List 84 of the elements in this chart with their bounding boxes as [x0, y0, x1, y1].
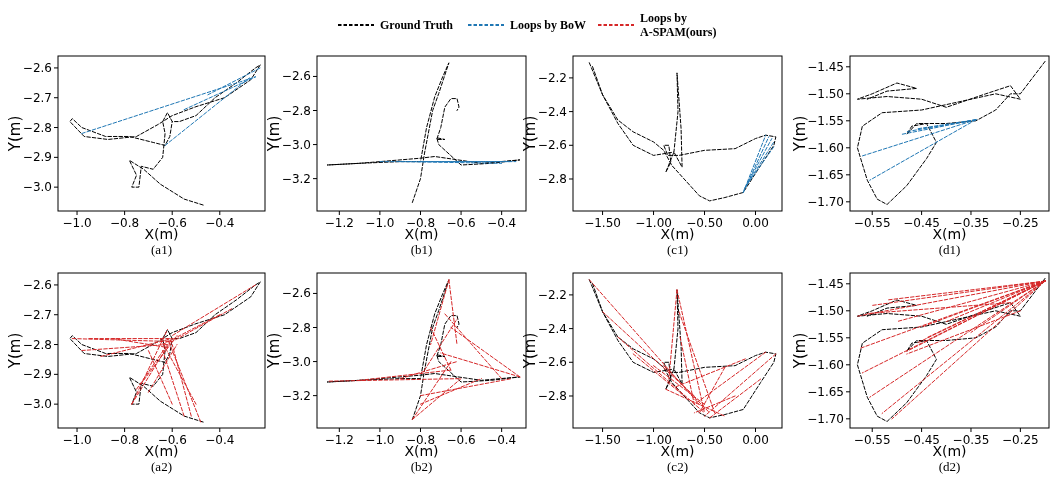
y-tick-label: −2.7	[22, 90, 52, 105]
y-axis-title: Y(m)	[265, 332, 283, 370]
x-tick-label: −0.4	[205, 433, 235, 447]
text: (d1)	[938, 242, 961, 257]
text: (b2)	[410, 459, 433, 474]
y-axis-title: Y(m)	[6, 115, 24, 153]
text: (a2)	[151, 459, 172, 474]
x-tick-label: −1.50	[584, 216, 621, 230]
x-tick-label: −0.6	[446, 216, 476, 230]
y-tick-label: −1.70	[807, 194, 844, 209]
x-tick-label: −0.4	[205, 216, 235, 230]
text: (c2)	[667, 459, 688, 474]
y-tick-label: −1.65	[807, 167, 844, 182]
y-tick-label: −1.70	[807, 411, 844, 426]
x-tick-label: 0.00	[742, 433, 769, 447]
y-tick-label: −3.0	[281, 137, 311, 152]
y-tick-label: −1.45	[807, 59, 844, 74]
y-tick-label: −2.4	[537, 321, 567, 336]
x-tick-label: −1.2	[324, 433, 354, 447]
y-tick-label: −2.8	[537, 388, 567, 403]
y-axis-title: Y(m)	[521, 332, 539, 370]
line-series	[326, 62, 521, 203]
y-axis-title: Y(m)	[265, 115, 283, 153]
x-tick-label: −1.0	[365, 216, 395, 230]
x-tick-label: −0.6	[446, 433, 476, 447]
x-tick-label: 0.00	[742, 216, 769, 230]
y-tick-label: −2.4	[537, 104, 567, 119]
y-tick-label: −2.9	[22, 367, 52, 382]
y-tick-label: −2.6	[22, 60, 52, 75]
text: (a1)	[151, 242, 172, 257]
legend-label: Ground Truth	[380, 18, 454, 32]
y-tick-label: −1.55	[807, 330, 844, 345]
y-tick-label: −2.6	[537, 138, 567, 153]
y-tick-label: −1.50	[807, 86, 844, 101]
y-tick-label: −2.6	[281, 286, 311, 301]
x-tick-label: −0.8	[110, 433, 140, 447]
y-tick-label: −2.8	[281, 320, 311, 335]
line-series	[856, 60, 1046, 206]
y-axis-title: Y(m)	[791, 332, 809, 370]
y-tick-label: −2.9	[22, 150, 52, 165]
y-tick-label: −2.8	[281, 103, 311, 118]
y-axis-title: Y(m)	[791, 115, 809, 153]
x-tick-label: −1.0	[62, 433, 92, 447]
y-tick-label: −2.6	[281, 69, 311, 84]
y-tick-label: −1.55	[807, 113, 844, 128]
x-tick-label: −0.55	[853, 433, 891, 447]
x-tick-label: −1.50	[584, 433, 621, 447]
text: (d2)	[938, 459, 961, 474]
y-tick-label: −3.2	[281, 388, 311, 403]
y-tick-label: −3.2	[281, 171, 311, 186]
x-tick-label: −0.25	[1001, 433, 1039, 447]
y-axis-title: Y(m)	[521, 115, 539, 153]
x-tick-label: −0.55	[853, 216, 891, 230]
y-tick-label: −1.50	[807, 303, 844, 318]
legend-label: Loops by BoW	[510, 18, 587, 32]
x-tick-label: −0.8	[110, 216, 140, 230]
y-tick-label: −2.8	[22, 120, 52, 135]
y-tick-label: −2.2	[537, 70, 567, 85]
x-tick-label: −0.25	[1001, 216, 1039, 230]
y-tick-label: −3.0	[22, 397, 52, 412]
text: (c1)	[667, 242, 688, 257]
y-tick-label: −2.2	[537, 287, 567, 302]
y-tick-label: −1.65	[807, 384, 844, 399]
x-tick-label: −0.4	[487, 433, 517, 447]
x-tick-label: −1.0	[365, 433, 395, 447]
line-series	[69, 64, 261, 206]
y-tick-label: −2.6	[537, 355, 567, 370]
y-tick-label: −2.7	[22, 307, 52, 322]
y-tick-label: −1.60	[807, 357, 844, 372]
x-tick-label: −0.4	[487, 216, 517, 230]
y-tick-label: −1.60	[807, 140, 844, 155]
line-series	[588, 62, 777, 202]
y-tick-label: −3.0	[22, 180, 52, 195]
y-tick-label: −3.0	[281, 354, 311, 369]
legend-label: Loops by A-SPAM(ours)	[640, 11, 717, 39]
y-tick-label: −2.8	[22, 337, 52, 352]
x-tick-label: −1.0	[62, 216, 92, 230]
x-tick-label: −1.2	[324, 216, 354, 230]
y-tick-label: −1.45	[807, 276, 844, 291]
y-tick-label: −2.8	[537, 171, 567, 186]
y-axis-title: Y(m)	[6, 332, 24, 370]
y-tick-label: −2.6	[22, 277, 52, 292]
text: (b1)	[410, 242, 433, 257]
line-series	[588, 279, 777, 419]
